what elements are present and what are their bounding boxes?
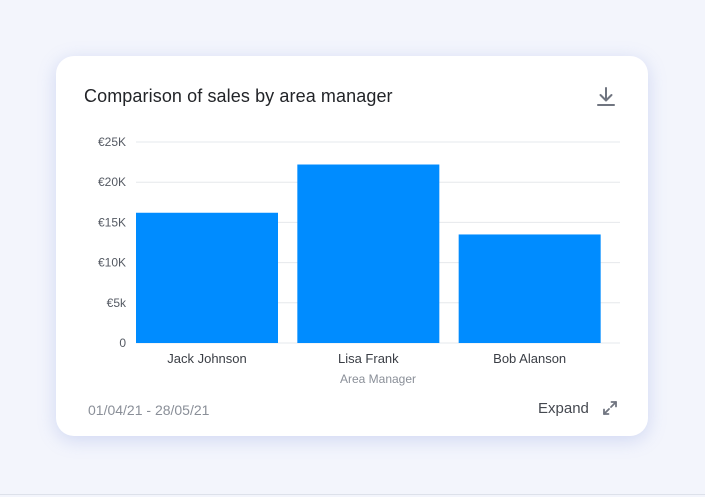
bar [136, 212, 278, 343]
chart-title: Comparison of sales by area manager [84, 86, 393, 106]
download-icon [597, 87, 615, 106]
bar [297, 164, 440, 343]
y-tick-label: 0 [119, 336, 126, 350]
y-tick-label: €25K [98, 135, 126, 149]
bottom-divider [0, 494, 705, 495]
chart-card: Comparison of sales by area manager 0 €5k… [56, 56, 648, 436]
y-tick-label: €5k [107, 296, 127, 310]
x-axis-title: Area Manager [340, 372, 416, 386]
x-tick-label: Jack Johnson [167, 351, 247, 366]
y-tick-label: €15K [98, 215, 126, 229]
expand-icon [602, 401, 617, 415]
date-range: 01/04/21 - 28/05/21 [88, 402, 210, 418]
y-tick-label: €10K [98, 256, 126, 270]
expand-label: Expand [538, 399, 589, 417]
x-tick-label: Lisa Frank [338, 351, 399, 366]
y-tick-label: €20K [98, 175, 126, 189]
x-tick-label: Bob Alanson [493, 351, 566, 366]
download-button[interactable] [592, 84, 620, 112]
expand-button[interactable]: Expand [538, 399, 619, 417]
chart-area: 0 €5k €10K €15K €20K €25K Jack Johnson Lisa Fra… [56, 56, 648, 396]
bar-chart: 0 €5k €10K €15K €20K €25K Jack Johnson Lisa Fra… [98, 135, 620, 386]
bar [458, 234, 601, 343]
